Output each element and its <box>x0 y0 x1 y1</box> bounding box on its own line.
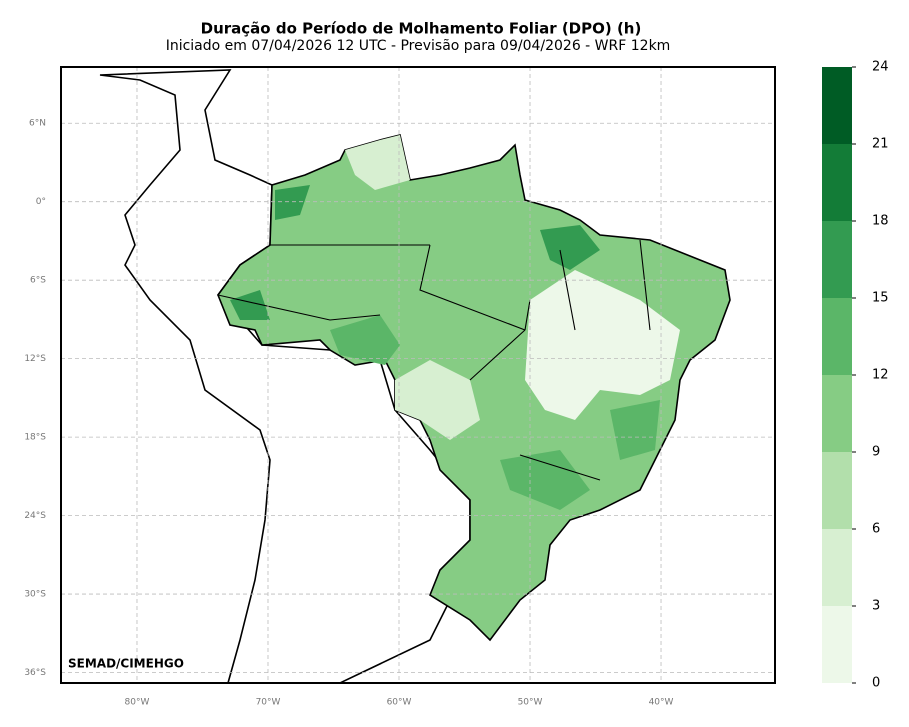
colorbar-label: 24 <box>872 60 889 75</box>
colorbar-label: 18 <box>872 214 889 229</box>
colorbar-segment <box>822 67 852 144</box>
colorbar-segment <box>822 375 852 452</box>
state-borders <box>217 239 651 481</box>
colorbar-label: 15 <box>872 291 889 306</box>
map-area <box>61 67 775 684</box>
map-frame <box>60 66 776 684</box>
lon-tick-label: 60°W <box>387 698 412 708</box>
lon-tick-label: 80°W <box>125 698 150 708</box>
colorbar-label: 12 <box>872 368 889 383</box>
lat-tick-label: 18°S <box>24 433 46 443</box>
lon-tick-label: 70°W <box>256 698 281 708</box>
lat-tick-label: 24°S <box>24 511 46 521</box>
dry-region <box>525 270 680 420</box>
lat-tick-label: 30°S <box>24 590 46 600</box>
colorbar-label: 9 <box>872 445 880 460</box>
lat-tick-label: 0° <box>36 197 46 207</box>
lon-tick-label: 40°W <box>649 698 674 708</box>
colorbar-segment <box>822 144 852 221</box>
lat-tick-label: 12°S <box>24 354 46 364</box>
lat-tick-label: 36°S <box>24 668 46 678</box>
lat-tick-label: 6°S <box>30 276 46 286</box>
subtitle: Iniciado em 07/04/2026 12 UTC - Previsão… <box>166 38 671 54</box>
credit: SEMAD/CIMEHGO <box>68 657 184 671</box>
title: Duração do Período de Molhamento Foliar … <box>201 20 642 38</box>
lon-tick-label: 50°W <box>518 698 543 708</box>
dry-region <box>395 360 480 440</box>
colorbar-label: 0 <box>872 676 880 691</box>
colorbar-segment <box>822 606 852 683</box>
colorbar-segment <box>822 529 852 606</box>
wet-region <box>330 315 660 510</box>
colorbar-segment <box>822 221 852 298</box>
colorbar-segment <box>822 452 852 529</box>
colorbar-label: 6 <box>872 522 880 537</box>
colorbar-label: 21 <box>872 137 889 152</box>
colorbar-label: 3 <box>872 599 880 614</box>
dry-region <box>345 135 410 190</box>
colorbar-segment <box>822 298 852 375</box>
lat-tick-label: 6°N <box>29 119 46 129</box>
